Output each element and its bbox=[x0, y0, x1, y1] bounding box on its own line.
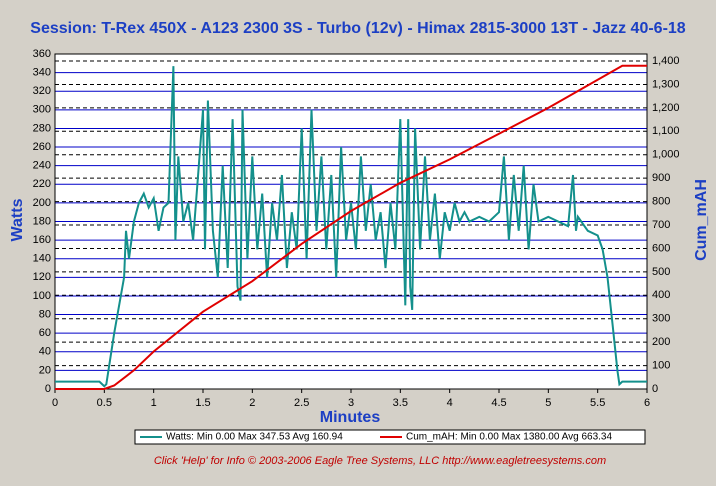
x-axis-label: Minutes bbox=[320, 409, 381, 426]
plot-border bbox=[54, 53, 648, 390]
y2-tick-label: 200 bbox=[652, 336, 670, 348]
y2-tick-label: 0 bbox=[652, 383, 658, 395]
y2-tick-label: 1,200 bbox=[652, 102, 680, 114]
legend-label: Cum_mAH: Min 0.00 Max 1380.00 Avg 663.34 bbox=[406, 432, 612, 443]
x-tick-label: 6 bbox=[644, 397, 650, 409]
y-tick-label: 0 bbox=[45, 383, 51, 395]
y-tick-label: 60 bbox=[39, 327, 51, 339]
y2-tick-label: 400 bbox=[652, 289, 670, 301]
y2-tick-label: 500 bbox=[652, 266, 670, 278]
y-tick-label: 360 bbox=[33, 48, 51, 60]
y-tick-label: 200 bbox=[33, 197, 51, 209]
y2-tick-label: 1,100 bbox=[652, 125, 680, 137]
legend-label: Watts: Min 0.00 Max 347.53 Avg 160.94 bbox=[166, 432, 343, 443]
series-line bbox=[55, 66, 647, 388]
y-tick-label: 160 bbox=[33, 234, 51, 246]
series-line bbox=[55, 64, 647, 390]
y-tick-label: 240 bbox=[33, 160, 51, 172]
y-tick-label: 80 bbox=[39, 308, 51, 320]
x-tick-label: 3 bbox=[348, 397, 354, 409]
x-tick-label: 4.5 bbox=[491, 397, 506, 409]
x-tick-label: 3.5 bbox=[393, 397, 408, 409]
y2-tick-label: 700 bbox=[652, 219, 670, 231]
x-tick-label: 1 bbox=[151, 397, 157, 409]
y-tick-label: 300 bbox=[33, 104, 51, 116]
y2-tick-label: 1,400 bbox=[652, 55, 680, 67]
y-tick-label: 180 bbox=[33, 215, 51, 227]
y2-tick-label: 100 bbox=[652, 359, 670, 371]
x-tick-label: 2 bbox=[249, 397, 255, 409]
y-tick-label: 120 bbox=[33, 271, 51, 283]
y-axis-label: Watts bbox=[9, 198, 26, 241]
x-tick-label: 0.5 bbox=[97, 397, 112, 409]
footer: Click 'Help' for Info © 2003-2006 Eagle … bbox=[154, 455, 606, 467]
x-tick-label: 1.5 bbox=[195, 397, 210, 409]
y-tick-label: 20 bbox=[39, 364, 51, 376]
y2-tick-label: 900 bbox=[652, 172, 670, 184]
y2-tick-label: 800 bbox=[652, 195, 670, 207]
x-tick-label: 2.5 bbox=[294, 397, 309, 409]
x-tick-label: 4 bbox=[447, 397, 453, 409]
y2-tick-label: 600 bbox=[652, 242, 670, 254]
y-tick-label: 140 bbox=[33, 253, 51, 265]
x-tick-label: 5.5 bbox=[590, 397, 605, 409]
y-tick-label: 280 bbox=[33, 122, 51, 134]
y-tick-label: 40 bbox=[39, 346, 51, 358]
y-tick-label: 320 bbox=[33, 85, 51, 97]
y-tick-label: 340 bbox=[33, 67, 51, 79]
y2-tick-label: 300 bbox=[652, 313, 670, 325]
y2-axis-label: Cum_mAH bbox=[693, 179, 710, 261]
y-tick-label: 220 bbox=[33, 178, 51, 190]
y2-tick-label: 1,300 bbox=[652, 78, 680, 90]
y-tick-label: 100 bbox=[33, 290, 51, 302]
x-tick-label: 5 bbox=[545, 397, 551, 409]
y-tick-label: 260 bbox=[33, 141, 51, 153]
x-tick-label: 0 bbox=[52, 397, 58, 409]
chart-title: Session: T-Rex 450X - A123 2300 3S - Tur… bbox=[30, 20, 686, 37]
y2-tick-label: 1,000 bbox=[652, 149, 680, 161]
